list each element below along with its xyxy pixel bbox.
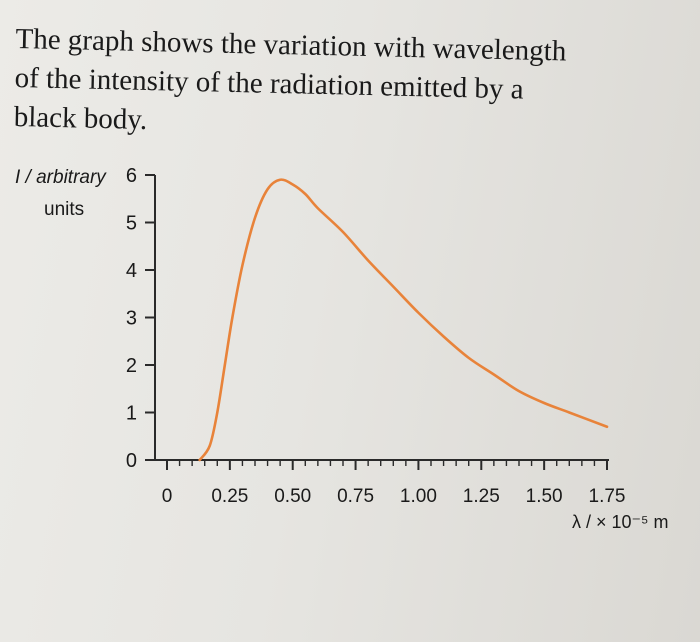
y-tick-label: 3 xyxy=(126,308,137,330)
y-tick-label: 1 xyxy=(126,403,137,425)
chart-labels: I / arbitrary units λ / × 10⁻⁵ m xyxy=(15,167,669,532)
y-tick-label: 5 xyxy=(126,213,137,235)
chart-ticks: 0 1 2 3 4 5 6 0 0.25 0.50 0.75 1.00 1.25 1.50 1.75 xyxy=(126,165,626,507)
x-tick-label: 0 xyxy=(162,486,173,507)
intensity-curve xyxy=(198,178,609,462)
chart-series xyxy=(198,178,609,462)
x-axis-label: λ / × 10⁻⁵ m xyxy=(572,512,669,532)
y-tick-label: 6 xyxy=(126,165,137,187)
x-tick-label: 0.50 xyxy=(274,486,311,507)
x-tick-label: 0.25 xyxy=(211,486,248,507)
y-axis-label-line-1: I / arbitrary xyxy=(15,167,107,188)
x-tick-label: 1.00 xyxy=(400,486,437,507)
y-tick-label: 0 xyxy=(126,450,137,472)
x-tick-label: 1.75 xyxy=(589,486,626,507)
y-tick-label: 2 xyxy=(126,355,137,377)
x-tick-label: 1.50 xyxy=(526,486,563,507)
y-tick-label: 4 xyxy=(126,260,137,282)
y-axis-label-line-2: units xyxy=(44,199,84,220)
chart-axes xyxy=(154,175,609,461)
x-tick-label: 0.75 xyxy=(337,486,374,507)
x-tick-label: 1.25 xyxy=(463,486,500,507)
